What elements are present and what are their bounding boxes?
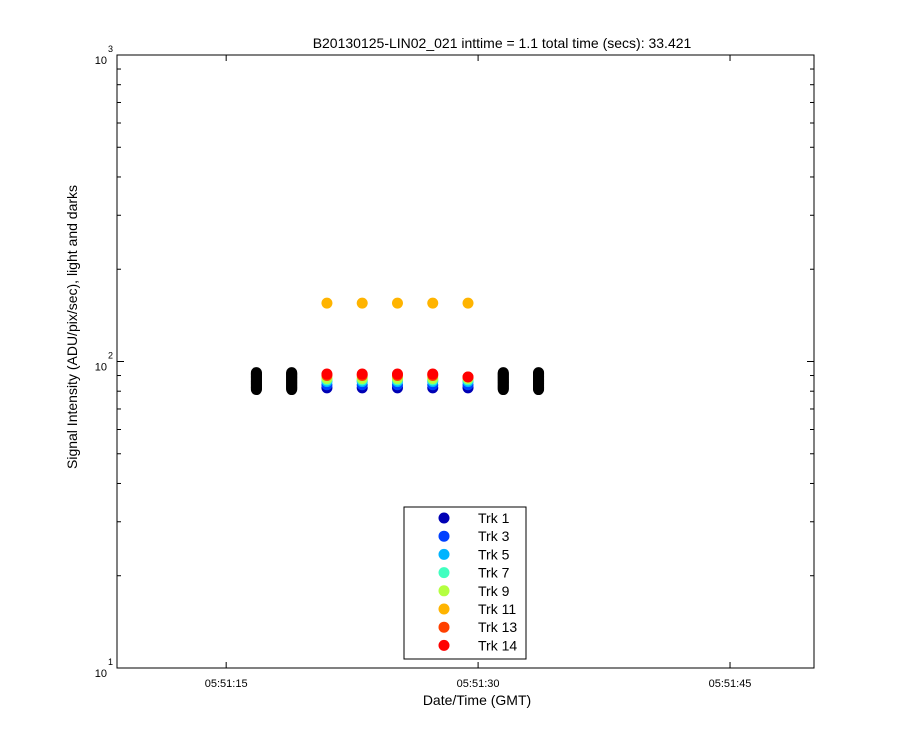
- x-tick-labels: 05:51:15 05:51:30 05:51:45: [205, 678, 752, 690]
- y-tick-label: 10: [95, 668, 107, 680]
- legend-marker: [438, 548, 450, 560]
- point-trk-11: [462, 297, 474, 309]
- legend-marker: [438, 512, 450, 524]
- point-trk-14: [356, 368, 368, 380]
- y-tick-exponent: 1: [108, 657, 113, 667]
- legend-label: Trk 1: [478, 510, 510, 526]
- legend-marker: [438, 567, 450, 579]
- dark-point: [497, 367, 509, 379]
- axis-ticks: [117, 54, 814, 669]
- legend-label: Trk 14: [478, 637, 517, 653]
- legend-marker: [438, 621, 450, 633]
- y-tick-exponent: 3: [108, 44, 113, 54]
- point-trk-11: [321, 297, 333, 309]
- legend-label: Trk 13: [478, 619, 517, 635]
- point-trk-11: [356, 297, 368, 309]
- chart-title: B20130125-LIN02_021 inttime = 1.1 total …: [313, 35, 692, 51]
- x-tick-label: 05:51:15: [205, 678, 248, 690]
- legend-marker: [438, 530, 450, 542]
- dark-points: [250, 367, 545, 396]
- legend-marker: [438, 585, 450, 597]
- y-tick-label: 10: [95, 55, 107, 67]
- legend: Trk 1 Trk 3 Trk 5 Trk 7 Trk 9 Trk 11 Trk 13 Trk…: [403, 506, 527, 660]
- y-tick-label: 10: [95, 362, 107, 374]
- point-trk-14: [462, 371, 474, 383]
- x-axis-title: Date/Time (GMT): [423, 692, 531, 708]
- point-trk-14: [391, 368, 403, 380]
- x-tick-label: 05:51:45: [709, 678, 752, 690]
- point-trk-14: [321, 368, 333, 380]
- legend-box: [403, 506, 527, 660]
- legend-marker: [438, 639, 450, 651]
- dark-point: [533, 367, 545, 379]
- light-points: [321, 297, 474, 394]
- legend-label: Trk 11: [478, 601, 516, 617]
- point-trk-11: [427, 297, 439, 309]
- dark-point: [286, 367, 298, 379]
- legend-label: Trk 9: [478, 583, 510, 599]
- legend-label: Trk 3: [478, 528, 510, 544]
- legend-marker: [438, 603, 450, 615]
- dark-point: [250, 367, 262, 379]
- legend-label: Trk 5: [478, 546, 510, 562]
- legend-label: Trk 7: [478, 565, 510, 581]
- point-trk-11: [391, 297, 403, 309]
- y-axis-title: Signal Intensity (ADU/pix/sec), light an…: [64, 185, 80, 469]
- point-trk-14: [427, 368, 439, 380]
- x-tick-label: 05:51:30: [457, 678, 500, 690]
- y-tick-exponent: 2: [108, 351, 113, 361]
